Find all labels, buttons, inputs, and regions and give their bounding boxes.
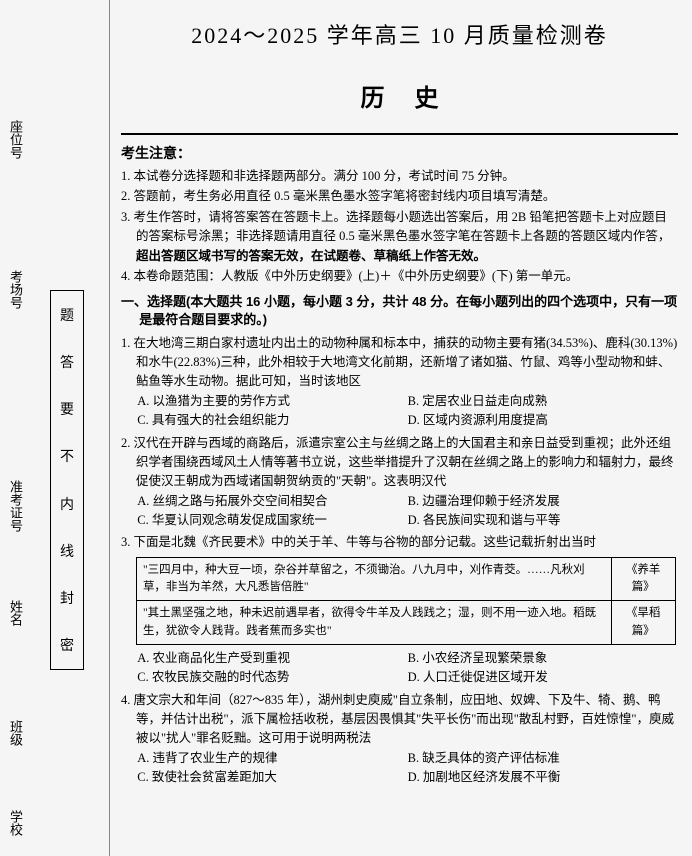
label-seat: 座位号 xyxy=(6,120,25,159)
notice-item: 4. 本卷命题范围：人教版《中外历史纲要》(上)＋《中外历史纲要》(下) 第一单… xyxy=(121,267,678,286)
option: C. 致使社会贫富差距加大 xyxy=(137,768,407,787)
question-2: 2. 汉代在开辟与西域的商路后，派遣宗室公主与丝绸之路上的大国君主和亲日益受到重… xyxy=(121,434,678,531)
main-title: 2024～2025 学年高三 10 月质量检测卷 xyxy=(121,18,678,50)
notice-list: 1. 本试卷分选择题和非选择题两部分。满分 100 分，考试时间 75 分钟。 … xyxy=(121,167,678,286)
option: B. 定居农业日益走向成熟 xyxy=(408,392,678,411)
option: D. 区域内资源利用度提高 xyxy=(408,411,678,430)
quote-cell: "其土黑坚强之地，种未迟前遇旱者，欲得令牛羊及人践践之；湿，则不用一迹入地。稻既… xyxy=(136,601,611,645)
question-stem: 3. 下面是北魏《齐民要术》中的关于羊、牛等与谷物的部分记载。这些记载折射出当时 xyxy=(121,533,678,552)
seal-char: 题 xyxy=(60,305,74,325)
option: A. 丝绸之路与拓展外交空间相契合 xyxy=(137,492,407,511)
option: A. 以渔猎为主要的劳作方式 xyxy=(137,392,407,411)
table-row: "三四月中，种大豆一顷，杂谷并草留之，不须锄治。八九月中，刈作青茭。……凡秋刈草… xyxy=(136,557,675,601)
option: C. 农牧民族交融的时代态势 xyxy=(137,668,407,687)
label-room: 考场号 xyxy=(6,270,25,309)
question-stem: 1. 在大地湾三期白家村遗址内出土的动物种属和标本中，捕获的动物主要有猪(34.… xyxy=(121,334,678,392)
label-name: 姓名 xyxy=(6,600,25,626)
seal-char: 封 xyxy=(60,588,74,608)
source-cell: 《旱稻篇》 xyxy=(611,601,675,645)
option: A. 农业商品化生产受到重视 xyxy=(137,649,407,668)
question-stem: 2. 汉代在开辟与西域的商路后，派遣宗室公主与丝绸之路上的大国君主和亲日益受到重… xyxy=(121,434,678,492)
label-class: 班级 xyxy=(6,720,25,746)
option: B. 边疆治理仰赖于经济发展 xyxy=(408,492,678,511)
label-exam: 准考证号 xyxy=(6,480,25,532)
seal-char: 线 xyxy=(60,541,74,561)
seal-char: 要 xyxy=(60,399,74,419)
question-options: A. 丝绸之路与拓展外交空间相契合 B. 边疆治理仰赖于经济发展 C. 华夏认同… xyxy=(121,492,678,531)
content-area: 2024～2025 学年高三 10 月质量检测卷 历史 考生注意： 1. 本试卷… xyxy=(115,0,684,796)
question-options: A. 农业商品化生产受到重视 B. 小农经济呈现繁荣景象 C. 农牧民族交融的时… xyxy=(121,649,678,688)
seal-char: 内 xyxy=(60,494,74,514)
subject-title: 历史 xyxy=(121,78,678,113)
option: B. 小农经济呈现繁荣景象 xyxy=(408,649,678,668)
question-options: A. 违背了农业生产的规律 B. 缺乏具体的资产评估标准 C. 致使社会贫富差距… xyxy=(121,749,678,788)
option: C. 具有强大的社会组织能力 xyxy=(137,411,407,430)
question-options: A. 以渔猎为主要的劳作方式 B. 定居农业日益走向成熟 C. 具有强大的社会组… xyxy=(121,392,678,431)
seal-char: 答 xyxy=(60,352,74,372)
quote-table: "三四月中，种大豆一顷，杂谷并草留之，不须锄治。八九月中，刈作青茭。……凡秋刈草… xyxy=(136,557,676,645)
notice-item: 1. 本试卷分选择题和非选择题两部分。满分 100 分，考试时间 75 分钟。 xyxy=(121,167,678,186)
source-cell: 《养羊篇》 xyxy=(611,557,675,601)
seal-char: 密 xyxy=(60,635,74,655)
question-4: 4. 唐文宗大和年间（827～835 年），湖州刺史庾威"自立条制，应田地、奴婢… xyxy=(121,691,678,788)
notice-heading: 考生注意： xyxy=(121,143,678,163)
section-title: 一、选择题(本大题共 16 小题，每小题 3 分，共计 48 分。在每小题列出的… xyxy=(121,293,678,329)
option: B. 缺乏具体的资产评估标准 xyxy=(408,749,678,768)
question-3: 3. 下面是北魏《齐民要术》中的关于羊、牛等与谷物的部分记载。这些记载折射出当时… xyxy=(121,533,678,687)
option: D. 各民族间实现和谐与平等 xyxy=(408,511,678,530)
option: A. 违背了农业生产的规律 xyxy=(137,749,407,768)
notice-item: 2. 答题前，考生务必用直径 0.5 毫米黑色墨水签字笔将密封线内项目填写清楚。 xyxy=(121,187,678,206)
seal-char: 不 xyxy=(60,446,74,466)
divider xyxy=(121,133,678,135)
question-stem: 4. 唐文宗大和年间（827～835 年），湖州刺史庾威"自立条制，应田地、奴婢… xyxy=(121,691,678,749)
notice-bold: 超出答题区域书写的答案无效，在试题卷、草稿纸上作答无效。 xyxy=(136,249,486,263)
left-margin: 座位号 考场号 准考证号 姓名 班级 学校 题 答 要 不 内 线 封 密 xyxy=(0,0,110,856)
notice-item: 3. 考生作答时，请将答案答在答题卡上。选择题每小题选出答案后，用 2B 铅笔把… xyxy=(121,208,678,266)
label-school: 学校 xyxy=(6,810,25,836)
quote-cell: "三四月中，种大豆一顷，杂谷并草留之，不须锄治。八九月中，刈作青茭。……凡秋刈草… xyxy=(136,557,611,601)
seal-line-box: 题 答 要 不 内 线 封 密 xyxy=(50,290,84,670)
table-row: "其土黑坚强之地，种未迟前遇旱者，欲得令牛羊及人践践之；湿，则不用一迹入地。稻既… xyxy=(136,601,675,645)
option: C. 华夏认同观念萌发促成国家统一 xyxy=(137,511,407,530)
option: D. 人口迁徙促进区域开发 xyxy=(408,668,678,687)
question-1: 1. 在大地湾三期白家村遗址内出土的动物种属和标本中，捕获的动物主要有猪(34.… xyxy=(121,334,678,431)
option: D. 加剧地区经济发展不平衡 xyxy=(408,768,678,787)
